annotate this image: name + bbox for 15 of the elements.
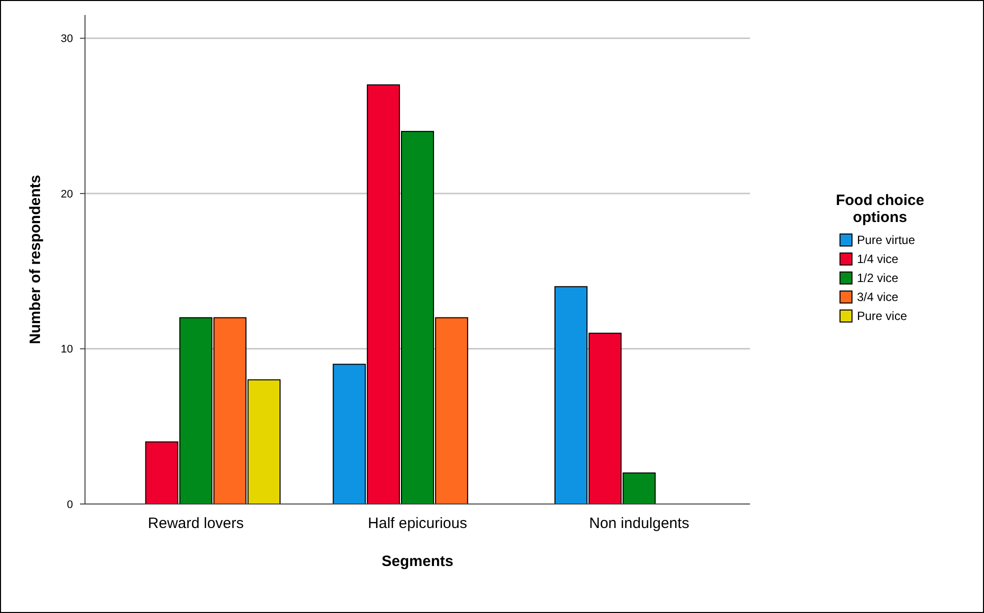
- legend-label: 3/4 vice: [857, 290, 899, 304]
- x-tick-label: Non indulgents: [589, 515, 690, 532]
- legend-label: 1/2 vice: [857, 271, 899, 285]
- x-tick-label: Half epicurious: [368, 515, 468, 532]
- y-tick-label: 0: [66, 498, 73, 511]
- x-tick-label: Reward lovers: [148, 515, 244, 532]
- x-axis-title: Segments: [382, 553, 454, 570]
- y-tick-label: 10: [60, 344, 73, 356]
- legend-label: Pure vice: [857, 309, 908, 323]
- legend-title: Food choice options: [836, 192, 924, 226]
- legend-label: 1/4 vice: [857, 252, 899, 266]
- y-tick-label: 20: [60, 188, 73, 200]
- legend-label: Pure virtue: [857, 233, 916, 247]
- y-axis-title: Number of respondents: [27, 174, 44, 344]
- y-tick-label: 30: [60, 33, 73, 46]
